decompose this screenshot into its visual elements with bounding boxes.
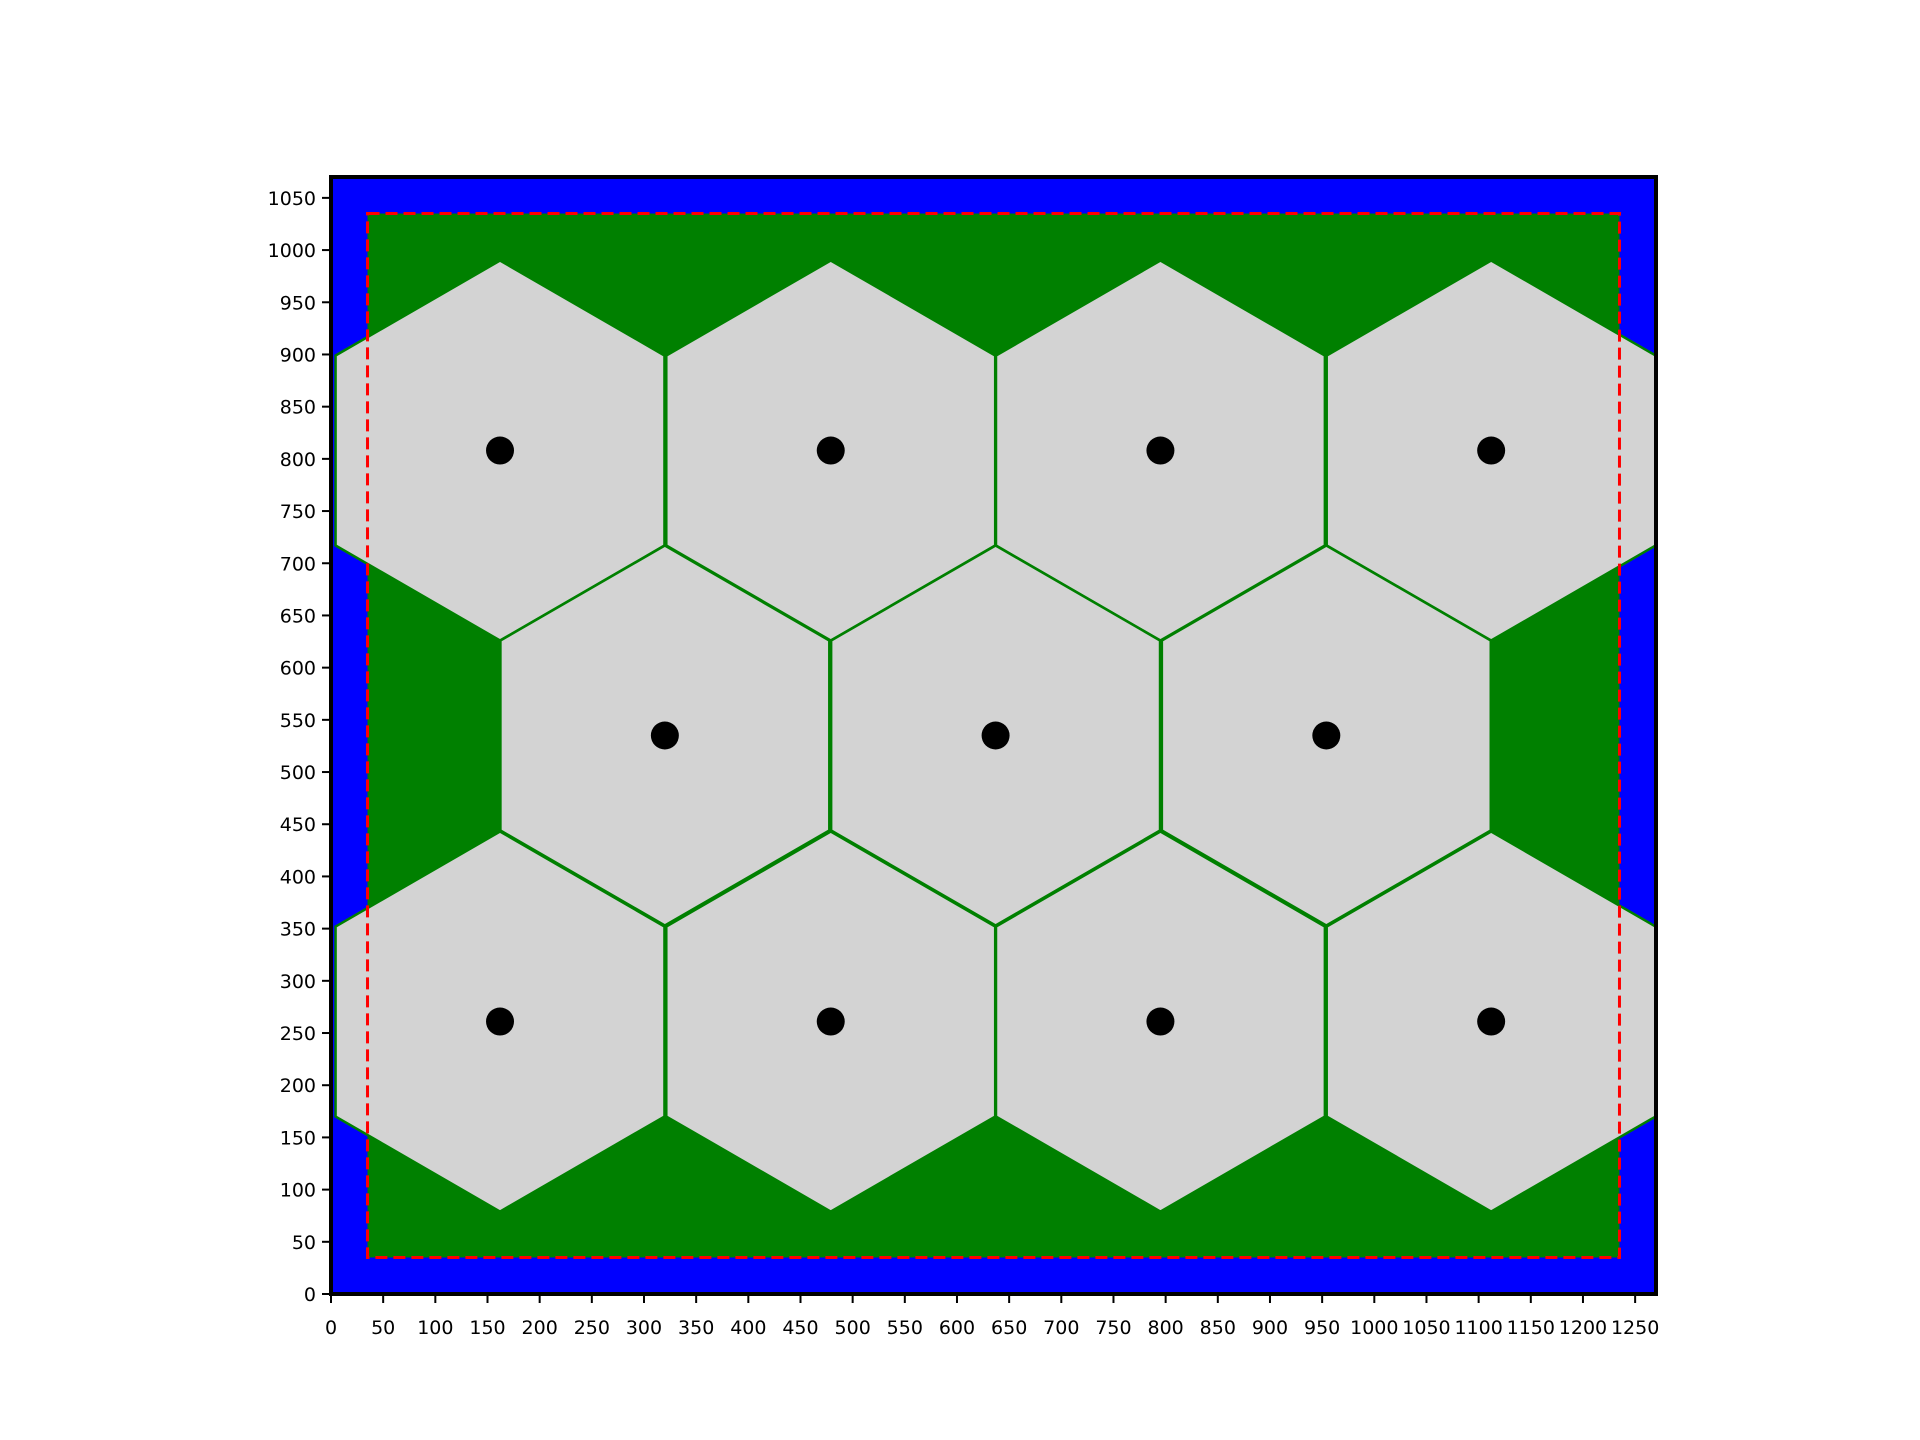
y-tick-label: 300: [280, 971, 316, 993]
x-tick-label: 650: [991, 1317, 1027, 1339]
x-tick-label: 250: [574, 1317, 610, 1339]
site-point: [1146, 1007, 1175, 1036]
x-tick-label: 800: [1148, 1317, 1184, 1339]
y-tick-label: 400: [280, 866, 316, 888]
y-tick-label: 100: [280, 1180, 316, 1202]
x-tick-label: 0: [325, 1317, 337, 1339]
y-tick-label: 250: [280, 1023, 316, 1045]
site-point: [486, 1007, 515, 1036]
site-point: [816, 1007, 845, 1036]
y-tick-label: 850: [280, 397, 316, 419]
x-tick-label: 600: [939, 1317, 975, 1339]
axes-frame: [329, 175, 1658, 1296]
x-tick-label: 50: [371, 1317, 395, 1339]
x-tick-label: 350: [678, 1317, 714, 1339]
y-tick-label: 450: [280, 814, 316, 836]
x-tick-label: 400: [730, 1317, 766, 1339]
y-axis: 0 50 100 150 200 250 300 350 400 450 500 550 600 650 7…: [268, 188, 331, 1306]
x-tick-label: 500: [835, 1317, 871, 1339]
site-point: [816, 436, 845, 465]
y-tick-label: 1000: [268, 240, 316, 262]
x-tick-label: 1200: [1559, 1317, 1607, 1339]
x-tick-label: 900: [1252, 1317, 1288, 1339]
x-tick-label: 150: [469, 1317, 505, 1339]
y-tick-label: 150: [280, 1127, 316, 1149]
x-tick-label: 1050: [1402, 1317, 1450, 1339]
x-tick-label: 200: [522, 1317, 558, 1339]
site-point: [981, 721, 1010, 750]
x-tick-label: 100: [417, 1317, 453, 1339]
y-tick-label: 900: [280, 344, 316, 366]
x-tick-label: 950: [1304, 1317, 1340, 1339]
x-tick-label: 850: [1200, 1317, 1236, 1339]
site-point: [1477, 436, 1506, 465]
x-tick-label: 550: [887, 1317, 923, 1339]
site-point: [1312, 721, 1341, 750]
x-tick-label: 1100: [1454, 1317, 1502, 1339]
y-tick-label: 650: [280, 605, 316, 627]
x-tick-label: 1150: [1507, 1317, 1555, 1339]
y-tick-label: 550: [280, 710, 316, 732]
sites: [486, 436, 1506, 1036]
y-tick-label: 350: [280, 919, 316, 941]
y-tick-label: 0: [304, 1284, 316, 1306]
x-tick-label: 1250: [1611, 1317, 1659, 1339]
y-tick-label: 800: [280, 449, 316, 471]
x-tick-label: 300: [626, 1317, 662, 1339]
site-point: [486, 436, 515, 465]
x-tick-label: 450: [782, 1317, 818, 1339]
x-axis: 0 50 100 150 200 250 300 350 400 450 500 550 600 650 7…: [325, 1294, 1659, 1339]
x-tick-label: 750: [1095, 1317, 1131, 1339]
site-point: [1146, 436, 1175, 465]
site-point: [1477, 1007, 1506, 1036]
y-tick-label: 500: [280, 762, 316, 784]
y-tick-label: 200: [280, 1075, 316, 1097]
y-tick-label: 600: [280, 658, 316, 680]
y-tick-label: 750: [280, 501, 316, 523]
inner-area-border: [366, 212, 1621, 1259]
y-tick-label: 1050: [268, 188, 316, 210]
y-tick-label: 50: [292, 1232, 316, 1254]
x-tick-label: 1000: [1350, 1317, 1398, 1339]
x-tick-label: 700: [1043, 1317, 1079, 1339]
y-tick-label: 700: [280, 553, 316, 575]
y-tick-label: 950: [280, 292, 316, 314]
site-point: [650, 721, 679, 750]
